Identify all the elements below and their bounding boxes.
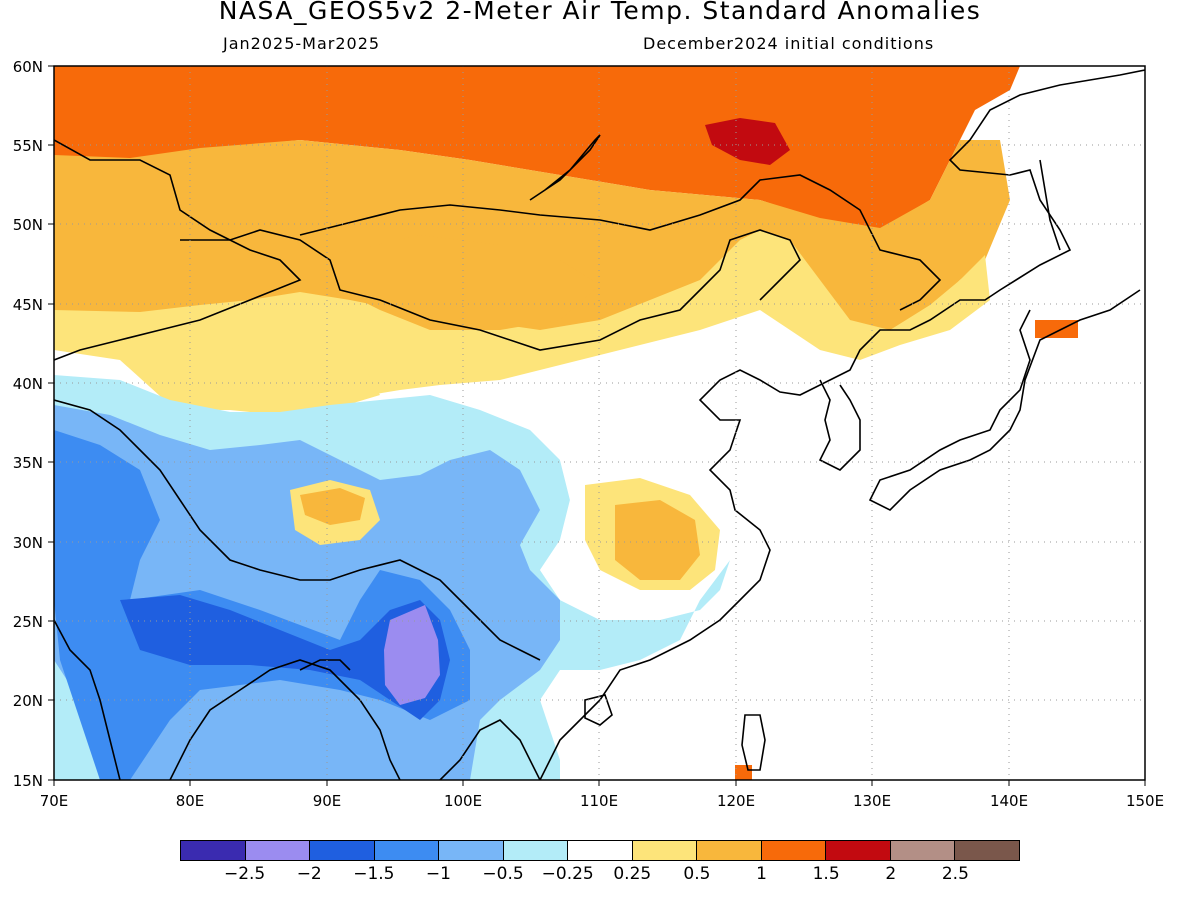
- warm-spot-taiwan: [735, 765, 752, 780]
- border-russia-mongolia: [299, 174, 942, 311]
- lon-label: 150E: [1126, 792, 1164, 810]
- lat-label: 60N: [13, 58, 43, 76]
- warm-patch-tibet: [300, 488, 365, 525]
- lon-label: 140E: [990, 792, 1028, 810]
- coastline-korea: [818, 379, 861, 471]
- extreme-warm-core: [705, 118, 790, 165]
- lat-label: 40N: [13, 375, 43, 393]
- colorbar-label: −2: [296, 864, 322, 884]
- colorbar-label: −1.5: [353, 864, 395, 884]
- anomaly-fields: [54, 66, 1145, 780]
- coastline-hainan: [584, 694, 613, 726]
- lat-label: 50N: [13, 216, 43, 234]
- border-kazakhstan: [54, 139, 302, 361]
- lon-label: 120E: [717, 792, 755, 810]
- lon-label: 90E: [313, 792, 342, 810]
- coastline-india-east: [169, 659, 401, 780]
- lon-label: 110E: [580, 792, 618, 810]
- warm-spot-hokkaido: [1035, 320, 1078, 338]
- lat-label: 30N: [13, 534, 43, 552]
- lat-label: 55N: [13, 137, 43, 155]
- colorbar-swatch: [761, 841, 827, 860]
- map-title: NASA_GEOS5v2 2-Meter Air Temp. Standard …: [218, 0, 982, 25]
- colorbar-label: 1: [756, 864, 767, 884]
- colorbar-label: −2.5: [223, 864, 266, 884]
- lon-label: 80E: [176, 792, 205, 810]
- coastlines: [54, 69, 1145, 780]
- border-mongolia-china: [180, 229, 801, 351]
- initial-conditions: December2024 initial conditions: [643, 34, 935, 53]
- colorbar-swatch: [568, 841, 633, 860]
- coastline-northeast-asia: [539, 69, 1145, 780]
- forecast-period: Jan2025-Mar2025: [223, 34, 381, 53]
- coastline-sakhalin: [1039, 159, 1061, 251]
- extreme-cool-core: [384, 605, 440, 705]
- colorbar-label: 1.5: [812, 864, 840, 884]
- colorbar-label: −0.5: [482, 864, 524, 884]
- light-warm-patch-west: [185, 340, 380, 415]
- colorbar-label: 2: [885, 864, 897, 884]
- lat-axis-labels: 15N 20N 25N 30N 35N 40N 45N 50N 55N 60N: [13, 58, 43, 790]
- colorbar-label: 2.5: [941, 864, 969, 884]
- gridlines: [54, 66, 1145, 780]
- coastline-japan: [868, 289, 1141, 511]
- coastline-bay-of-bengal: [299, 659, 351, 671]
- lat-label: 15N: [13, 772, 43, 790]
- warm-patch-china: [615, 500, 700, 580]
- colorbar-swatch: [955, 841, 1019, 860]
- lon-label: 100E: [444, 792, 482, 810]
- lat-label: 25N: [13, 613, 43, 631]
- colorbar-label: −1: [425, 864, 451, 884]
- colorbar-swatch: [439, 841, 504, 860]
- colorbar-swatch: [503, 841, 569, 860]
- colorbar-swatch: [890, 841, 956, 860]
- colorbar-swatch: [181, 841, 246, 860]
- lon-label: 130E: [853, 792, 891, 810]
- colorbar-swatch: [374, 841, 440, 860]
- lon-axis-labels: 70E 80E 90E 100E 110E 120E 130E 140E 150…: [40, 792, 1164, 810]
- border-himalaya: [54, 399, 541, 661]
- colorbar-swatch: [245, 841, 311, 860]
- tick-marks: [48, 65, 1146, 786]
- colorbar-swatch: [697, 841, 762, 860]
- coastline-indochina: [439, 719, 541, 780]
- coolest-region: [120, 595, 450, 720]
- cooler-region: [54, 430, 470, 780]
- lat-label: 20N: [13, 692, 43, 710]
- lon-label: 70E: [40, 792, 69, 810]
- lat-label: 35N: [13, 454, 43, 472]
- colorbar: [180, 840, 1020, 861]
- strong-warm-region: [54, 66, 1020, 230]
- colorbar-label: 0.25: [613, 864, 652, 884]
- coastline-india-west: [54, 619, 121, 780]
- colorbar-swatch: [632, 841, 698, 860]
- coastline-taiwan: [741, 714, 766, 771]
- coastline-lake-baikal: [529, 134, 601, 201]
- colorbar-label: −0.25: [541, 864, 594, 884]
- colorbar-swatch: [310, 841, 375, 860]
- colorbar-label: 0.5: [683, 864, 711, 884]
- colorbar-swatch: [826, 841, 891, 860]
- lat-label: 45N: [13, 296, 43, 314]
